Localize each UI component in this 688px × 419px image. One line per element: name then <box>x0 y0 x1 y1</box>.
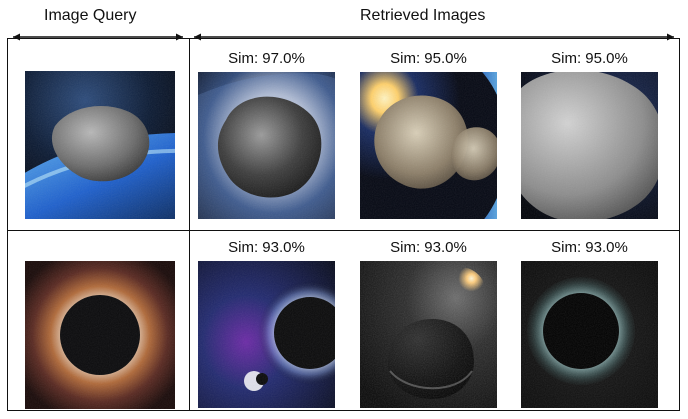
retrieved-images-label: Retrieved Images <box>360 7 486 24</box>
asteroid-result-icon <box>198 72 335 219</box>
row-divider <box>8 230 679 231</box>
eclipse-result-icon <box>521 261 658 408</box>
similarity-label: Sim: 95.0% <box>390 50 467 67</box>
black-hole-query-icon <box>25 261 175 409</box>
planet-result-icon <box>360 261 497 408</box>
results-table: Sim: 97.0% <box>7 38 680 411</box>
asteroid-result-icon <box>360 72 497 219</box>
asteroid-result-icon <box>521 72 658 219</box>
similarity-label: Sim: 97.0% <box>228 50 305 67</box>
similarity-label: Sim: 93.0% <box>390 239 467 256</box>
similarity-label: Sim: 93.0% <box>228 239 305 256</box>
eclipse-result-icon <box>198 261 335 408</box>
asteroid-query-icon <box>25 71 175 219</box>
column-divider <box>189 39 190 410</box>
similarity-label: Sim: 93.0% <box>551 239 628 256</box>
figure-header: Image Query Retrieved Images <box>0 6 688 41</box>
similarity-label: Sim: 95.0% <box>551 50 628 67</box>
image-query-label: Image Query <box>44 7 137 24</box>
